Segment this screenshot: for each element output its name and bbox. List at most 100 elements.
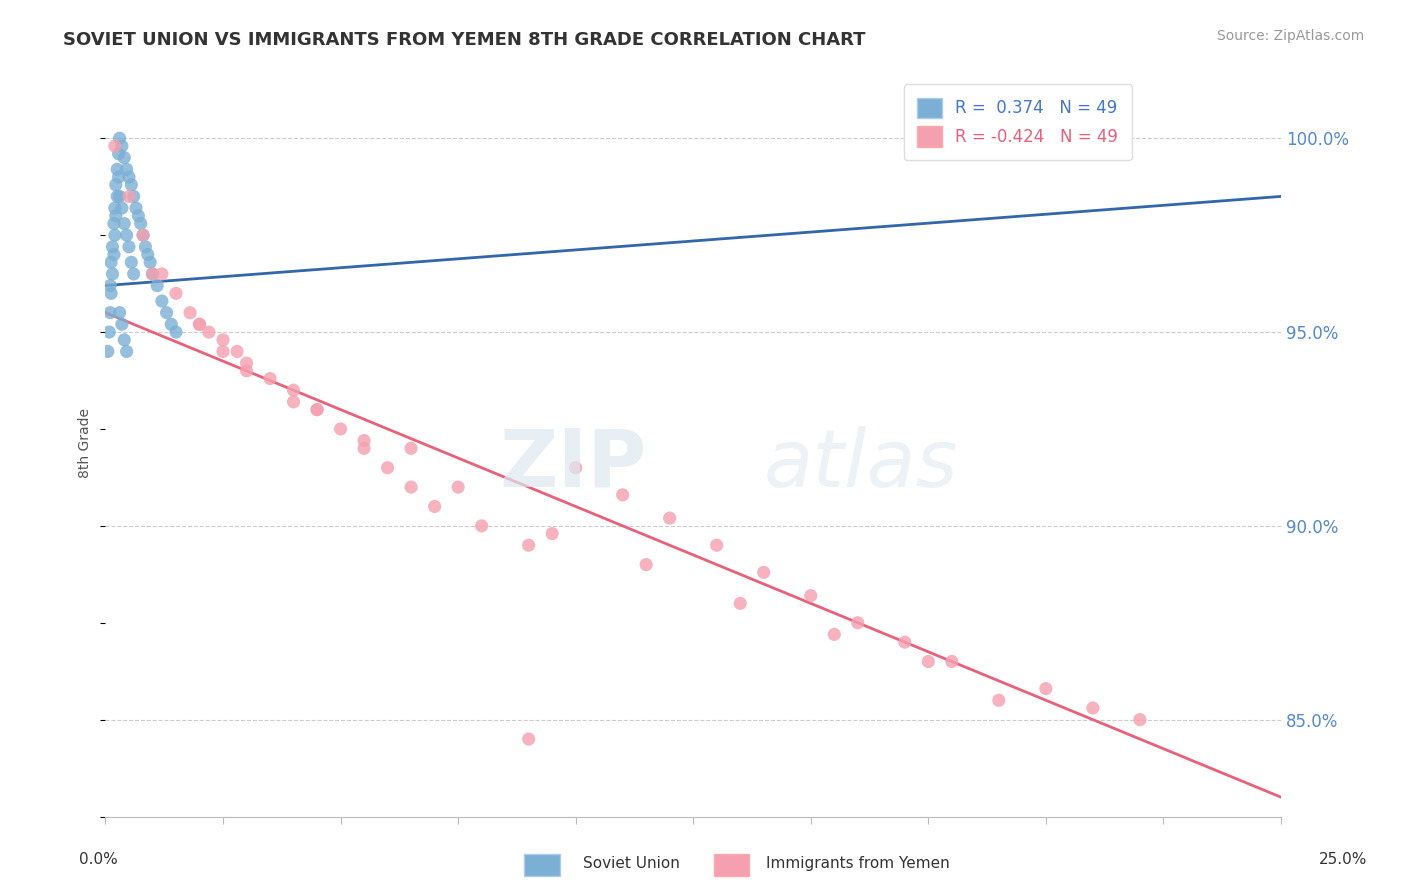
Point [134,240,156,254]
Point [100,286,122,301]
Point [108,131,131,145]
Point [165,286,187,301]
Point [120,255,142,269]
Point [115,162,138,177]
Point [103,247,125,261]
Point [108,306,131,320]
Y-axis label: 8th Grade: 8th Grade [79,408,93,477]
Point [105,162,128,177]
Point [541,526,564,541]
Text: 25.0%: 25.0% [1319,852,1367,867]
Point [98,278,121,293]
Point [97,344,120,359]
Point [706,538,728,552]
Point [517,731,540,746]
Point [1129,713,1152,727]
Point [111,201,134,215]
Point [155,306,177,320]
Point [377,460,399,475]
Point [423,500,446,514]
Point [141,267,163,281]
Point [259,371,281,385]
Point [136,247,159,261]
Point [307,402,329,417]
Point [846,615,869,630]
Point [894,635,917,649]
Point [823,627,845,641]
Point [1035,681,1057,696]
Point [104,209,127,223]
Text: ZIP: ZIP [499,426,647,504]
Point [146,278,169,293]
Point [112,151,135,165]
Point [139,255,162,269]
Text: SOVIET UNION VS IMMIGRANTS FROM YEMEN 8TH GRADE CORRELATION CHART: SOVIET UNION VS IMMIGRANTS FROM YEMEN 8T… [63,31,866,49]
Point [105,189,128,203]
Point [150,294,173,309]
Point [107,169,129,184]
Point [447,480,470,494]
Point [1081,701,1104,715]
Point [127,209,149,223]
Text: 0.0%: 0.0% [79,852,118,867]
Point [112,333,135,347]
Point [101,267,124,281]
Point [800,589,823,603]
Point [122,189,145,203]
Point [111,318,134,332]
Point [636,558,658,572]
Point [728,596,751,610]
Point [329,422,352,436]
Point [917,655,939,669]
Point [125,201,148,215]
Point [118,240,141,254]
Text: atlas: atlas [763,426,959,504]
Text: Immigrants from Yemen: Immigrants from Yemen [766,856,950,871]
Point [188,318,211,332]
Point [104,228,127,243]
Point [212,344,235,359]
Point [122,267,145,281]
Text: Source: ZipAtlas.com: Source: ZipAtlas.com [1216,29,1364,43]
Point [283,394,305,409]
Point [103,217,125,231]
Point [235,364,257,378]
Point [226,344,249,359]
Point [160,318,183,332]
Point [307,402,329,417]
Point [98,306,121,320]
Point [115,344,138,359]
Point [283,383,305,397]
Point [658,511,681,525]
Point [107,146,129,161]
Point [118,189,141,203]
Point [104,178,127,192]
Point [100,255,122,269]
Point [165,325,187,339]
Point [98,325,121,339]
Point [188,318,211,332]
Point [120,178,142,192]
Point [150,267,173,281]
Point [115,228,138,243]
Point [941,655,963,669]
Text: Soviet Union: Soviet Union [583,856,681,871]
Point [612,488,634,502]
Point [517,538,540,552]
Point [564,460,586,475]
Point [471,519,494,533]
Point [987,693,1010,707]
Point [129,217,152,231]
Point [212,333,235,347]
Point [179,306,201,320]
Point [118,169,141,184]
Point [198,325,221,339]
Point [132,228,155,243]
Point [141,267,163,281]
Point [104,201,127,215]
Point [108,189,131,203]
Point [353,434,375,448]
Point [101,240,124,254]
Point [399,442,422,456]
Legend: R =  0.374   N = 49, R = -0.424   N = 49: R = 0.374 N = 49, R = -0.424 N = 49 [904,85,1132,160]
